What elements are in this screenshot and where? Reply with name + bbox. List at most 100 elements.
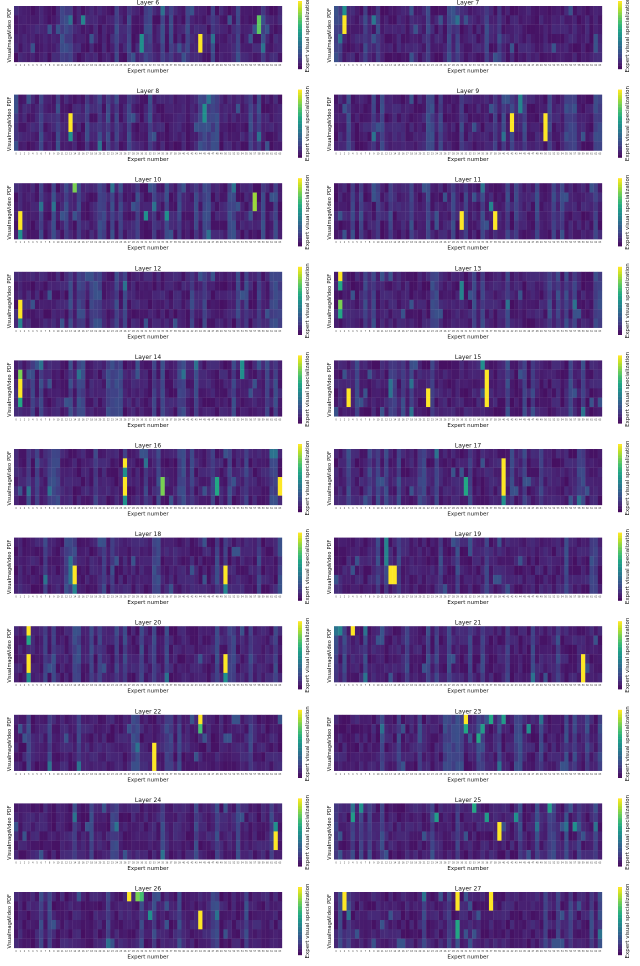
heatmap-cell (93, 388, 98, 398)
x-tick-label: 31 (145, 241, 148, 244)
heatmap-cell (194, 15, 199, 25)
heatmap-cell (219, 309, 224, 319)
heatmap-cell (110, 103, 115, 114)
heatmap-cell (93, 6, 98, 16)
heatmap-cell (89, 24, 94, 35)
heatmap-cell (463, 43, 469, 53)
heatmap-cell (484, 318, 490, 328)
heatmap-cell (371, 360, 377, 370)
x-tick-label: 46 (207, 418, 210, 421)
heatmap-cell (185, 388, 191, 398)
heatmap-cell (413, 211, 418, 221)
heatmap-cell (522, 388, 527, 398)
heatmap-cell (143, 52, 149, 63)
heatmap-cell (484, 379, 490, 389)
heatmap-cell (160, 192, 165, 203)
heatmap-cell (472, 271, 477, 282)
heatmap-cell (405, 271, 410, 282)
colorbar-segment (618, 52, 622, 54)
heatmap-cell (210, 220, 216, 231)
heatmap-cell (359, 379, 364, 389)
heatmap-cell (354, 299, 360, 310)
colorbar-segment (298, 203, 302, 206)
heatmap-cell (127, 388, 132, 398)
heatmap-cell (405, 131, 410, 142)
heatmap-cell (354, 211, 360, 221)
colorbar-segment (298, 297, 302, 300)
heatmap-cell (476, 379, 481, 389)
colorbar-segment (618, 213, 622, 216)
colorbar-segment (618, 217, 622, 220)
heatmap-cell (342, 113, 347, 123)
heatmap-cell (231, 309, 237, 319)
heatmap-cell (367, 122, 372, 133)
heatmap-cell (277, 360, 283, 370)
heatmap-cell (401, 299, 406, 310)
heatmap-cell (484, 407, 490, 417)
heatmap-cell (277, 34, 283, 44)
heatmap-cell (484, 183, 490, 193)
x-tick-label: 33 (153, 153, 156, 156)
x-tick-label: 2 (344, 153, 346, 156)
heatmap-cell (160, 183, 165, 193)
colorbar-segment (618, 138, 622, 141)
heatmap-cell (585, 43, 590, 53)
heatmap-cell (413, 318, 418, 328)
heatmap-cell (388, 360, 393, 370)
heatmap-cell (181, 94, 186, 105)
heatmap-cell (240, 113, 245, 123)
heatmap-cell (210, 52, 216, 63)
colorbar-segment (298, 154, 302, 157)
heatmap-cell (539, 388, 544, 398)
colorbar-segment (618, 155, 622, 158)
heatmap-cell (101, 34, 107, 44)
heatmap-cell (363, 229, 368, 240)
heatmap-cell (564, 141, 569, 151)
heatmap-cell (47, 388, 52, 398)
heatmap-cell (55, 407, 61, 417)
heatmap-cell (26, 309, 31, 319)
heatmap-cell (354, 407, 360, 417)
heatmap-cell (206, 211, 211, 221)
heatmap-cell (101, 24, 107, 35)
heatmap-cell (148, 229, 153, 240)
heatmap-cell (118, 6, 124, 16)
heatmap-cell (110, 290, 115, 300)
heatmap-cell (181, 211, 186, 221)
heatmap-cell (593, 192, 598, 203)
heatmap-cell (585, 201, 590, 212)
heatmap-cell (564, 15, 569, 25)
heatmap-cell (359, 220, 364, 231)
heatmap-cell (164, 407, 170, 417)
heatmap-cell (430, 201, 435, 212)
x-tick-label: 30 (140, 64, 143, 67)
x-tick-label: 14 (393, 153, 396, 156)
heatmap-cell (156, 192, 161, 203)
heatmap-cell (597, 397, 603, 408)
heatmap-cell (244, 299, 249, 310)
heatmap-cell (181, 360, 186, 370)
heatmap-cell (248, 131, 253, 142)
colorbar-segment (618, 294, 622, 296)
x-tick-label: 21 (423, 64, 426, 67)
x-tick-label: 20 (418, 241, 421, 244)
heatmap-cell (194, 94, 199, 105)
colorbar-segment (298, 52, 302, 54)
heatmap-cell (430, 388, 435, 398)
x-tick-label: 37 (170, 241, 173, 244)
heatmap-cell (526, 43, 531, 53)
heatmap-cell (342, 34, 347, 44)
heatmap-cell (522, 211, 527, 221)
heatmap-cell (131, 281, 136, 291)
x-tick-label: 55 (565, 64, 568, 67)
heatmap-cell (334, 407, 339, 417)
heatmap-cell (555, 397, 561, 408)
heatmap-cell (139, 229, 144, 240)
heatmap-cell (72, 449, 77, 459)
heatmap-cell (451, 141, 456, 151)
heatmap-cell (401, 141, 406, 151)
heatmap-cell (198, 290, 203, 300)
heatmap-cell (472, 220, 477, 231)
x-tick-label: 2 (344, 330, 346, 333)
heatmap-cell (231, 211, 237, 221)
